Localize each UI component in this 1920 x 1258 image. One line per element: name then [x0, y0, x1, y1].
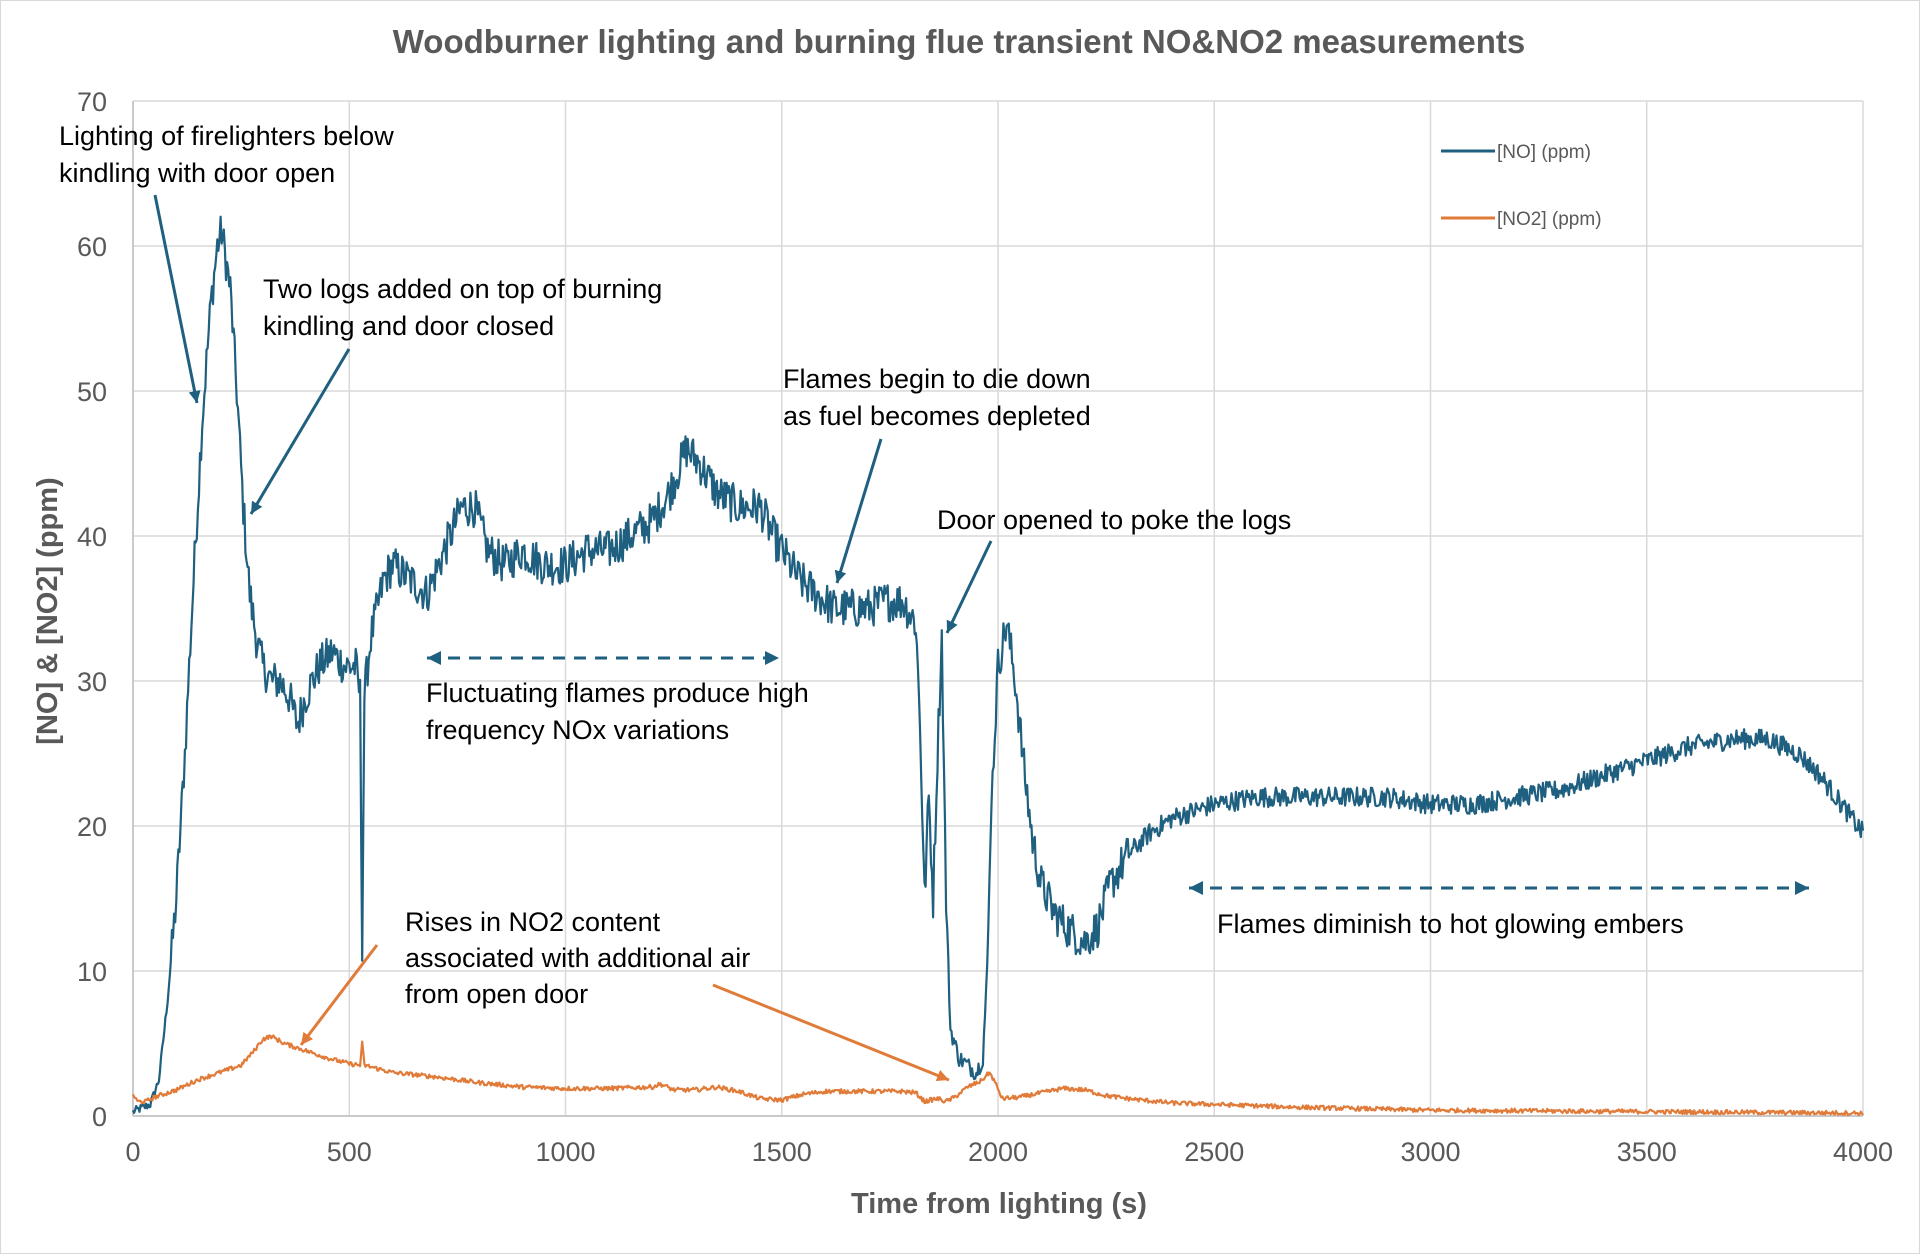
series-no2-line: [131, 1034, 1864, 1117]
annotation-logs-arrow: [249, 348, 351, 515]
annotation-no2-rise-arrow-left: [299, 944, 379, 1046]
annotation-embers-line-1: Flames diminish to hot glowing embers: [1217, 909, 1684, 939]
annotation-embers: Flames diminish to hot glowing embers: [1217, 909, 1684, 939]
axes: 0 10 20 30 40 50 60 70 0 500 1000 1500 2000 2500 3000 3…: [77, 87, 1893, 1167]
annotation-lighting-arrow: [153, 194, 201, 404]
x-tick-label: 1500: [752, 1137, 812, 1167]
annotation-die-down-line-1: Flames begin to die down: [783, 364, 1091, 394]
annotation-no2-rise-line-1: Rises in NO2 content: [405, 907, 661, 937]
x-tick-label: 1000: [535, 1137, 595, 1167]
x-tick-label: 2000: [968, 1137, 1028, 1167]
annotation-door: Door opened to poke the logs: [937, 505, 1291, 535]
annotation-no2-rise-arrow-right: [712, 983, 950, 1082]
legend: [NO] (ppm) [NO2] (ppm): [1441, 142, 1602, 230]
annotation-door-arrow: [945, 540, 993, 634]
annotation-die-down-arrow: [834, 438, 883, 584]
series-no-line: [131, 215, 1865, 1114]
x-tick-label: 500: [327, 1137, 372, 1167]
chart-title: Woodburner lighting and burning flue tra…: [393, 23, 1525, 60]
x-axis-label: Time from lighting (s): [851, 1188, 1147, 1220]
x-tick-label: 3500: [1617, 1137, 1677, 1167]
annotation-logs: Two logs added on top of burning kindlin…: [263, 274, 670, 341]
annotation-die-down-line-2: as fuel becomes depleted: [783, 401, 1091, 431]
annotation-no2-rise-line-3: from open door: [405, 979, 588, 1009]
annotation-lighting-line-2: kindling with door open: [59, 158, 335, 188]
annotation-fluct-line-2: frequency NOx variations: [426, 715, 729, 745]
y-tick-label: 40: [77, 522, 107, 552]
annotation-logs-line-1: Two logs added on top of burning: [263, 274, 662, 304]
y-tick-label: 30: [77, 667, 107, 697]
x-tick-label: 2500: [1184, 1137, 1244, 1167]
x-tick-label: 3000: [1400, 1137, 1460, 1167]
y-tick-label: 50: [77, 377, 107, 407]
annotation-fluct-line-1: Fluctuating flames produce high: [426, 678, 809, 708]
y-tick-label: 60: [77, 232, 107, 262]
annotation-die-down: Flames begin to die down as fuel becomes…: [783, 364, 1098, 431]
annotations: Lighting of firelighters below kindling …: [59, 121, 1809, 1082]
annotation-logs-line-2: kindling and door closed: [263, 311, 554, 341]
x-tick-label: 0: [125, 1137, 140, 1167]
annotation-lighting-line-1: Lighting of firelighters below: [59, 121, 394, 151]
annotation-lighting: Lighting of firelighters below kindling …: [59, 121, 401, 188]
y-tick-label: 0: [92, 1102, 107, 1132]
annotation-no2-rise: Rises in NO2 content associated with add…: [405, 907, 758, 1009]
gridlines: [132, 100, 1864, 1117]
y-tick-label: 10: [77, 957, 107, 987]
legend-no2-label: [NO2] (ppm): [1497, 209, 1602, 230]
series-layer: [131, 215, 1865, 1117]
y-tick-label: 70: [77, 87, 107, 117]
annotation-fluct: Fluctuating flames produce high frequenc…: [426, 678, 816, 745]
y-axis-label: [NO] & [NO2] (ppm): [32, 477, 64, 744]
x-tick-label: 4000: [1833, 1137, 1893, 1167]
annotation-no2-rise-line-2: associated with additional air: [405, 943, 750, 973]
y-tick-label: 20: [77, 812, 107, 842]
legend-no-label: [NO] (ppm): [1497, 142, 1591, 163]
annotation-door-line-1: Door opened to poke the logs: [937, 505, 1291, 535]
